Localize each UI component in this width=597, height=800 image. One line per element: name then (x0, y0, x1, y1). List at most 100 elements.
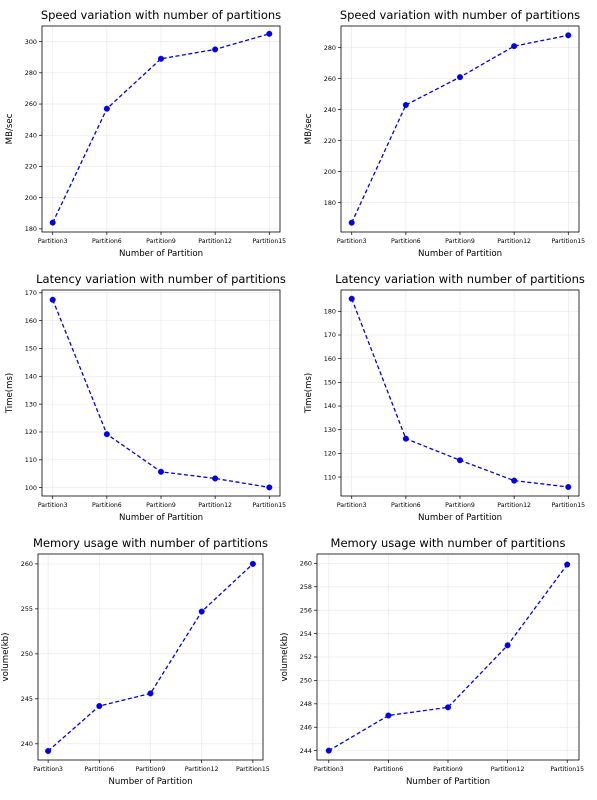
y-tick-label: 260 (21, 560, 33, 568)
data-point (249, 560, 256, 567)
data-point (198, 608, 205, 615)
y-tick-label: 244 (300, 747, 312, 755)
data-point (456, 74, 463, 81)
y-axis-label: Time(ms) (304, 373, 314, 415)
data-point (348, 295, 355, 302)
y-tick-label: 300 (25, 38, 37, 46)
grid (317, 554, 579, 760)
x-tick-label: Partition12 (185, 766, 219, 773)
data-point (385, 712, 392, 719)
y-tick-label: 140 (324, 402, 336, 410)
chart-svg: 180 200 220 240 260 280 300 Partition3 Partition… (5, 8, 286, 259)
data-point (103, 105, 110, 112)
data-point (157, 55, 164, 62)
data-point (402, 101, 409, 108)
data-point (157, 468, 164, 475)
x-axis-label: Number of Partition (119, 513, 203, 523)
x-tick-label: Partition6 (84, 766, 114, 773)
y-tick-label: 160 (324, 355, 336, 363)
x-tick-label: Partition6 (92, 502, 122, 509)
grid (341, 290, 579, 496)
data-point (212, 475, 219, 482)
x-tick-label: Partition9 (433, 766, 463, 773)
x-tick-label: Partition9 (445, 502, 475, 509)
y-tick-label: 150 (25, 345, 37, 353)
y-tick-label: 140 (25, 372, 37, 380)
chart-svg: 244 246 248 250 252 254 256 258 260 Partition3 Par… (280, 536, 584, 787)
y-tick-label: 280 (324, 44, 336, 52)
y-tick-label: 120 (324, 450, 336, 458)
x-tick-label: Partition12 (497, 238, 531, 245)
x-axis-label: Number of Partition (418, 249, 502, 259)
x-tick-label: Partition15 (252, 502, 286, 509)
x-tick-label: Partition15 (236, 766, 270, 773)
y-axis-label: volume(kb) (280, 633, 290, 682)
x-tick-label: Partition15 (551, 238, 585, 245)
x-tick-label: Partition6 (391, 502, 421, 509)
y-axis-label: MB/sec (5, 113, 15, 144)
data-point (325, 747, 332, 754)
data-point (96, 703, 103, 710)
data-point (565, 32, 572, 39)
speed-chart-right: 180 200 220 240 260 280 Partition3 Partition6 Pa… (299, 0, 597, 262)
y-tick-label: 260 (324, 75, 336, 83)
y-tick-label: 245 (21, 695, 33, 703)
y-tick-label: 110 (324, 473, 336, 481)
data-point (504, 642, 511, 649)
y-tick-label: 240 (25, 131, 37, 139)
x-tick-label: Partition15 (252, 238, 286, 245)
chart-title: Latency variation with number of partiti… (36, 272, 286, 286)
y-tick-label: 150 (324, 379, 336, 387)
y-tick-label: 220 (25, 163, 37, 171)
y-tick-label: 110 (25, 456, 37, 464)
memory-chart-left: 240 245 250 255 260 Partition3 Partition6 Parti… (0, 528, 298, 790)
y-tick-label: 130 (324, 426, 336, 434)
y-tick-label: 130 (25, 400, 37, 408)
chart-title: Speed variation with number of partition… (340, 8, 580, 22)
x-tick-label: Partition3 (38, 502, 68, 509)
latency-chart-right: 110 120 130 140 150 160 170 180 Partition3 Partit… (299, 264, 597, 526)
data-point (49, 219, 56, 226)
x-tick-label: Partition9 (136, 766, 166, 773)
x-tick-label: Partition6 (92, 238, 122, 245)
data-point (348, 219, 355, 226)
data-point (456, 457, 463, 464)
y-tick-label: 258 (300, 583, 312, 591)
chart-svg: 180 200 220 240 260 280 Partition3 Partition6 Pa… (304, 8, 585, 259)
y-tick-label: 250 (21, 650, 33, 658)
chart-svg: 110 120 130 140 150 160 170 180 Partition3 Partit… (304, 272, 585, 523)
x-tick-label: Partition9 (146, 238, 176, 245)
memory-chart-right: 244 246 248 250 252 254 256 258 260 Partition3 Par… (280, 528, 597, 790)
y-tick-label: 252 (300, 653, 312, 661)
speed-chart-left: 180 200 220 240 260 280 300 Partition3 Partition… (0, 0, 298, 262)
y-tick-label: 100 (25, 484, 37, 492)
x-axis-label: Number of Partition (108, 777, 192, 787)
y-tick-label: 220 (324, 137, 336, 145)
data-point (49, 296, 56, 303)
y-tick-label: 280 (25, 69, 37, 77)
data-point (147, 690, 154, 697)
y-tick-label: 170 (324, 331, 336, 339)
x-tick-label: Partition3 (337, 502, 367, 509)
x-tick-label: Partition12 (198, 502, 232, 509)
x-axis-label: Number of Partition (418, 513, 502, 523)
data-point (511, 43, 518, 50)
chart-title: Memory usage with number of partitions (331, 536, 566, 550)
y-tick-label: 180 (324, 308, 336, 316)
y-tick-label: 255 (21, 605, 33, 613)
data-point (45, 748, 52, 755)
x-tick-label: Partition15 (551, 502, 585, 509)
x-axis-label: Number of Partition (119, 249, 203, 259)
data-point (444, 704, 451, 711)
y-tick-label: 254 (300, 630, 312, 638)
chart-svg: 100 110 120 130 140 150 160 170 Partition3 Partit… (5, 272, 286, 523)
y-tick-label: 256 (300, 606, 312, 614)
y-tick-label: 240 (21, 740, 33, 748)
chart-title: Speed variation with number of partition… (41, 8, 281, 22)
data-point (564, 561, 571, 568)
x-tick-label: Partition12 (198, 238, 232, 245)
y-tick-label: 180 (324, 199, 336, 207)
x-tick-label: Partition9 (146, 502, 176, 509)
x-axis-label: Number of Partition (406, 777, 490, 787)
